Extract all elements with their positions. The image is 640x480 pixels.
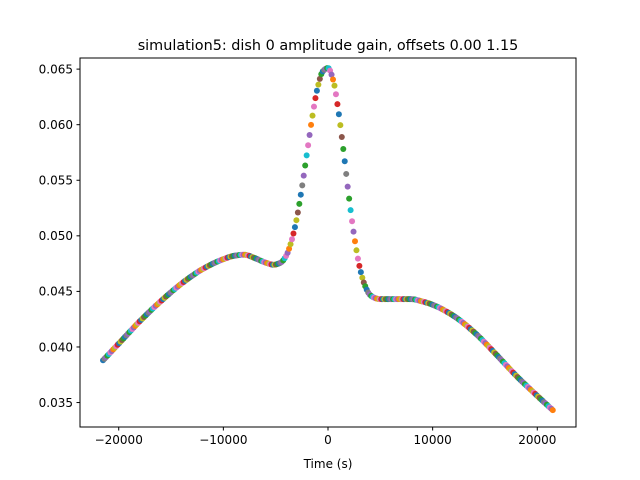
data-point	[343, 170, 350, 177]
data-point	[331, 82, 338, 89]
data-point	[312, 95, 319, 102]
data-point	[306, 131, 313, 138]
data-point	[310, 103, 317, 110]
x-tick-label: 10000	[414, 433, 452, 447]
data-point	[350, 228, 357, 235]
y-tick-label: 0.065	[39, 62, 73, 76]
data-point	[286, 245, 293, 252]
data-point	[300, 172, 307, 179]
data-point	[335, 111, 342, 118]
data-point	[296, 200, 303, 207]
data-point	[313, 87, 320, 94]
data-point	[349, 218, 356, 225]
data-point	[290, 230, 297, 237]
x-axis: −20000 −10000 0 10000 20000	[95, 427, 556, 447]
data-point	[289, 236, 295, 243]
data-point	[308, 121, 315, 128]
y-axis: 0.035 0.040 0.045 0.050 0.055 0.060 0.065	[39, 62, 80, 410]
data-point	[299, 182, 306, 189]
y-tick-label: 0.050	[39, 229, 73, 243]
data-point	[338, 133, 345, 140]
data-point	[354, 255, 361, 262]
x-tick-label: 0	[324, 433, 332, 447]
data-point	[347, 207, 354, 214]
y-tick-label: 0.060	[39, 118, 73, 132]
data-point	[341, 158, 348, 165]
data-point	[294, 209, 301, 216]
y-tick-label: 0.035	[39, 396, 73, 410]
data-point	[352, 238, 358, 245]
data-point	[353, 247, 360, 254]
y-tick-label: 0.040	[39, 340, 73, 354]
data-point	[344, 183, 351, 190]
data-point	[359, 274, 366, 281]
y-tick-label: 0.045	[39, 285, 73, 299]
data-point	[291, 224, 298, 231]
data-point	[332, 91, 339, 98]
data-point	[293, 217, 300, 224]
x-tick-label: 20000	[518, 433, 556, 447]
data-point	[302, 162, 309, 169]
data-point	[303, 152, 310, 159]
data-point	[334, 101, 341, 108]
x-tick-label: −20000	[95, 433, 143, 447]
data-point	[315, 81, 322, 88]
data-points	[100, 65, 556, 414]
data-point	[287, 241, 294, 248]
data-point	[297, 191, 304, 198]
data-point	[346, 195, 353, 202]
chart-title: simulation5: dish 0 amplitude gain, offs…	[138, 38, 519, 54]
data-point	[309, 112, 316, 119]
data-point	[356, 262, 363, 269]
y-tick-label: 0.055	[39, 174, 73, 188]
x-tick-label: −10000	[199, 433, 247, 447]
data-point	[316, 75, 323, 82]
x-axis-label: Time (s)	[303, 457, 353, 471]
data-point	[337, 122, 344, 129]
data-point	[328, 71, 335, 78]
data-point	[305, 142, 312, 149]
data-point	[330, 76, 337, 83]
data-point	[549, 407, 556, 414]
data-point	[340, 146, 347, 153]
data-point	[357, 269, 364, 276]
